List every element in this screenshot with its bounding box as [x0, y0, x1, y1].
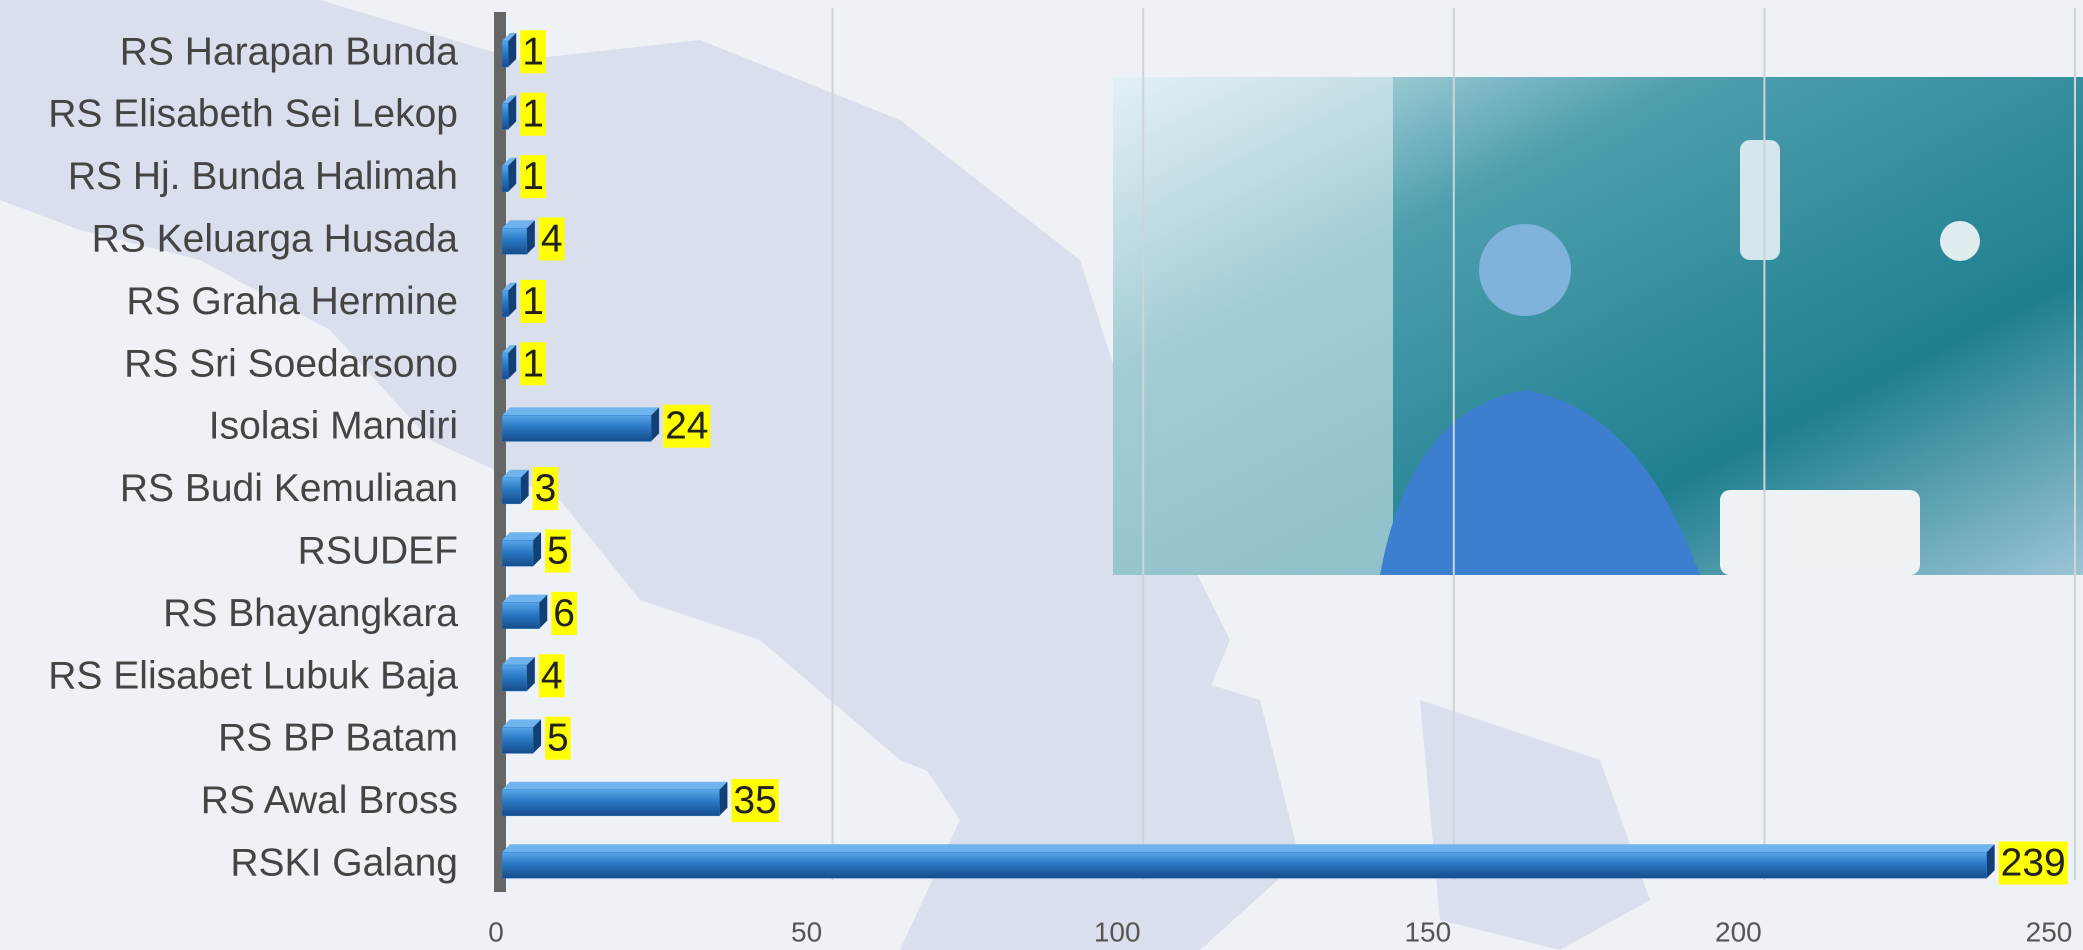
- bar: [502, 727, 533, 753]
- bar-top: [502, 844, 1995, 852]
- y-tick-label: RS Hj. Bunda Halimah: [68, 155, 458, 198]
- bar: [502, 353, 508, 379]
- y-tick-label: Isolasi Mandiri: [209, 405, 458, 448]
- bar: [502, 665, 527, 691]
- value-label: 3: [535, 467, 557, 510]
- bar: [502, 228, 527, 254]
- x-tick-label: 200: [1715, 916, 1762, 947]
- y-tick-label: RS BP Batam: [218, 717, 458, 760]
- bar: [502, 603, 539, 629]
- y-tick-label: RS Harapan Bunda: [120, 30, 459, 73]
- y-tick-label: RSKI Galang: [230, 841, 458, 884]
- photo: [1113, 77, 2083, 575]
- value-label: 1: [522, 280, 544, 323]
- y-tick-label: RS Sri Soedarsono: [124, 342, 458, 385]
- bar: [502, 291, 508, 317]
- bar: [502, 790, 719, 816]
- y-tick-label: RSUDEF: [298, 529, 458, 572]
- page: {"chart_data": {"type": "bar", "orientat…: [0, 0, 2083, 950]
- x-tick-label: 50: [791, 916, 822, 947]
- bar: [502, 41, 508, 67]
- bar: [502, 166, 508, 192]
- x-tick-label: 100: [1094, 916, 1141, 947]
- bar-top: [502, 407, 659, 415]
- x-tick-label: 150: [1404, 916, 1451, 947]
- value-label: 35: [733, 779, 776, 822]
- y-tick-label: RS Budi Kemuliaan: [120, 467, 458, 510]
- value-label: 4: [541, 217, 563, 260]
- value-label: 5: [547, 717, 569, 760]
- value-label: 1: [522, 93, 544, 136]
- y-tick-label: RS Elisabet Lubuk Baja: [48, 654, 458, 697]
- y-tick-label: RS Awal Bross: [201, 779, 458, 822]
- y-tick-label: RS Bhayangkara: [163, 592, 458, 635]
- value-label: 6: [553, 592, 575, 635]
- bar: [502, 478, 521, 504]
- chart: 0 50 100 150 200 250 RS Harapan Bunda 1 RS Elisa…: [0, 0, 2083, 950]
- bar: [502, 852, 1987, 878]
- value-label: 1: [522, 155, 544, 198]
- x-tick-label: 250: [2026, 916, 2073, 947]
- value-label: 5: [547, 529, 569, 572]
- y-tick-label: RS Elisabeth Sei Lekop: [48, 93, 458, 136]
- bar: [502, 103, 508, 129]
- y-tick-label: RS Keluarga Husada: [92, 217, 459, 260]
- axis-wall: [494, 12, 506, 892]
- value-label: 1: [522, 342, 544, 385]
- y-tick-label: RS Graha Hermine: [126, 280, 458, 323]
- value-label: 24: [665, 405, 708, 448]
- value-label: 4: [541, 654, 563, 697]
- x-tick-label: 0: [488, 916, 504, 947]
- bar: [502, 540, 533, 566]
- bar-top: [502, 782, 727, 790]
- value-label: 1: [522, 30, 544, 73]
- value-label: 239: [2001, 841, 2066, 884]
- bar: [502, 415, 651, 441]
